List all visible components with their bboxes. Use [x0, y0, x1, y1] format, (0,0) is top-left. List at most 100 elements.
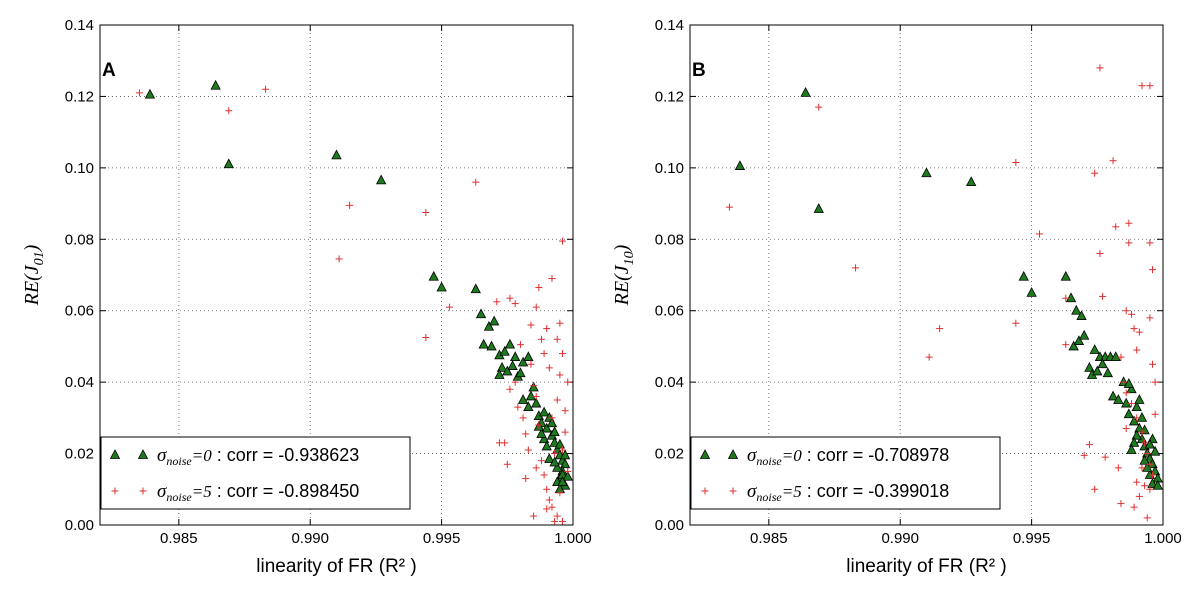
- data-point-triangle: [1071, 304, 1082, 315]
- data-point-plus: [422, 209, 430, 216]
- data-point-triangle: [1065, 292, 1077, 303]
- y-label-sub: 01: [32, 251, 47, 265]
- data-point-plus: [1130, 503, 1138, 511]
- y-tick-label: 0.10: [655, 160, 684, 177]
- data-point-triangle: [486, 340, 497, 351]
- data-point-plus: [445, 303, 453, 311]
- data-point-plus: [1085, 441, 1093, 449]
- data-point-plus: [1012, 319, 1020, 327]
- data-point-triangle: [1113, 394, 1124, 404]
- data-point-plus: [556, 489, 564, 497]
- data-point-triangle: [557, 476, 568, 487]
- data-point-plus: [1148, 266, 1156, 274]
- data-point-plus: [1096, 250, 1104, 258]
- data-point-plus: [543, 485, 551, 493]
- data-point-plus: [503, 460, 511, 468]
- data-point-triangle: [525, 390, 537, 401]
- data-point-triangle: [223, 158, 234, 169]
- x-tick-label: 1.000: [1144, 530, 1182, 547]
- data-point-triangle: [1152, 479, 1163, 490]
- data-point-plus: [532, 464, 540, 472]
- data-point-triangle: [531, 397, 542, 408]
- data-point-plus: [1114, 464, 1122, 472]
- data-point-plus: [551, 450, 559, 458]
- data-point-triangle: [813, 203, 824, 213]
- legend-marker-triangle: [727, 449, 739, 459]
- data-point-plus: [506, 294, 514, 302]
- y-tick-label: 0.08: [655, 231, 684, 248]
- data-point-plus: [135, 89, 143, 97]
- data-point-triangle: [1126, 383, 1137, 394]
- data-point-plus: [501, 439, 509, 447]
- data-point-triangle: [1139, 454, 1150, 465]
- data-point-plus: [725, 203, 733, 211]
- y-tick-label: 0.12: [655, 88, 684, 105]
- data-point-triangle: [966, 176, 977, 187]
- y-tick-label: 0.00: [655, 517, 684, 534]
- legend-corr: : corr = -0.898450: [212, 481, 360, 501]
- data-point-triangle: [1121, 397, 1132, 408]
- data-point-triangle: [1136, 412, 1148, 422]
- data-point-plus: [422, 334, 430, 341]
- data-point-triangle: [546, 417, 558, 428]
- data-point-triangle: [510, 351, 521, 362]
- data-point-triangle: [538, 433, 550, 444]
- data-point-plus: [1146, 82, 1154, 90]
- data-point-triangle: [144, 88, 156, 99]
- data-point-triangle: [517, 356, 529, 367]
- legend-sigma: σ: [747, 481, 757, 502]
- data-point-plus: [1148, 360, 1156, 368]
- data-point-plus: [1091, 485, 1099, 493]
- legend-sigma: σ: [157, 481, 167, 502]
- x-tick-label: 0.985: [160, 530, 198, 547]
- data-point-plus: [225, 107, 233, 115]
- data-point-plus: [527, 360, 535, 368]
- x-axis-label: linearity of FR (R² ): [256, 556, 416, 577]
- data-point-triangle: [1131, 429, 1142, 440]
- data-point-plus: [519, 414, 527, 422]
- data-point-triangle: [1131, 401, 1142, 412]
- data-point-plus: [1125, 239, 1133, 247]
- data-point-plus: [1141, 439, 1149, 447]
- data-point-triangle: [1079, 329, 1090, 340]
- data-point-plus: [530, 512, 538, 520]
- y-tick-label: 0.06: [65, 303, 94, 320]
- data-point-triangle: [921, 167, 932, 178]
- y-tick-label: 0.08: [65, 231, 94, 248]
- data-point-plus: [1080, 451, 1088, 459]
- data-point-triangle: [1144, 438, 1156, 449]
- data-point-plus: [1138, 464, 1146, 472]
- data-point-plus: [1122, 307, 1130, 315]
- data-point-triangle: [1128, 437, 1140, 447]
- data-point-plus: [558, 446, 566, 454]
- data-point-triangle: [1107, 390, 1119, 401]
- data-point-triangle: [523, 401, 534, 412]
- data-point-triangle: [1084, 362, 1095, 372]
- data-point-triangle: [515, 367, 526, 378]
- data-point-triangle: [552, 462, 563, 472]
- data-point-triangle: [536, 428, 547, 438]
- legend-box: [690, 436, 1001, 510]
- data-point-triangle: [1092, 365, 1103, 376]
- data-point-plus: [564, 378, 572, 386]
- data-point-triangle: [494, 369, 505, 379]
- data-point-triangle: [549, 456, 560, 467]
- data-point-plus: [561, 407, 569, 415]
- data-point-plus: [1120, 378, 1128, 386]
- data-point-plus: [545, 496, 553, 504]
- data-point-triangle: [549, 437, 560, 447]
- data-point-plus: [553, 335, 561, 343]
- data-point-plus: [925, 353, 933, 361]
- data-point-plus: [1122, 425, 1130, 433]
- data-point-plus: [1151, 410, 1159, 418]
- y-tick-label: 0.04: [655, 374, 684, 391]
- data-point-triangle: [544, 453, 555, 463]
- x-tick-label: 0.995: [1013, 530, 1051, 547]
- data-point-plus: [1130, 325, 1138, 333]
- data-point-plus: [543, 505, 551, 513]
- panel-letter: B: [692, 60, 706, 81]
- data-point-plus: [553, 396, 561, 404]
- legend-marker-plus: [139, 487, 147, 495]
- data-point-triangle: [541, 440, 552, 451]
